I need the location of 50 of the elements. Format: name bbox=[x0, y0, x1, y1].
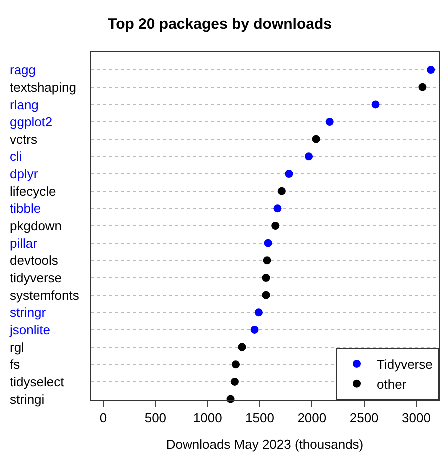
y-tick-label: rgl bbox=[10, 340, 25, 355]
y-tick-label: dplyr bbox=[10, 166, 39, 182]
x-tick-label: 500 bbox=[144, 410, 167, 426]
y-tick-label: systemfonts bbox=[10, 288, 80, 303]
y-tick-label: fs bbox=[10, 357, 21, 372]
y-tick-label: devtools bbox=[10, 253, 59, 268]
y-tick-label: ggplot2 bbox=[10, 114, 53, 130]
point bbox=[272, 222, 280, 230]
legend-label: other bbox=[377, 376, 408, 392]
point bbox=[263, 256, 272, 265]
y-tick-label: tibble bbox=[10, 201, 42, 216]
point bbox=[312, 135, 320, 144]
point bbox=[238, 343, 246, 352]
y-tick-label: stringi bbox=[10, 392, 45, 407]
x-tick-label: 2000 bbox=[298, 410, 327, 426]
chart-title: Top 20 packages by downloads bbox=[108, 16, 332, 34]
y-tick-label: jsonlite bbox=[9, 322, 50, 338]
x-tick-label: 1000 bbox=[193, 410, 222, 426]
point bbox=[427, 66, 436, 74]
y-tick-label: tidyverse bbox=[10, 270, 62, 286]
point bbox=[262, 274, 270, 282]
point bbox=[278, 187, 286, 196]
x-axis-title: Downloads May 2023 (thousands) bbox=[166, 437, 364, 452]
point bbox=[285, 170, 294, 178]
point bbox=[232, 360, 240, 369]
x-tick-label: 1500 bbox=[246, 410, 274, 426]
legend-label: Tidyverse bbox=[377, 357, 433, 372]
y-tick-label: pillar bbox=[10, 236, 38, 251]
y-tick-label: pkgdown bbox=[10, 218, 62, 234]
y-tick-label: stringr bbox=[10, 305, 47, 320]
y-tick-label: cli bbox=[10, 149, 22, 164]
point bbox=[250, 326, 259, 334]
x-tick-label: 2500 bbox=[350, 410, 379, 426]
y-tick-label: vctrs bbox=[10, 132, 38, 147]
point bbox=[262, 291, 270, 300]
y-tick-label: textshaping bbox=[10, 80, 76, 95]
point bbox=[418, 83, 427, 92]
point bbox=[264, 239, 272, 248]
point bbox=[274, 204, 282, 213]
point bbox=[372, 100, 380, 109]
x-tick-label: 3000 bbox=[402, 410, 431, 426]
y-tick-label: lifecycle bbox=[10, 184, 56, 199]
point bbox=[305, 152, 314, 161]
point bbox=[230, 378, 239, 386]
point bbox=[254, 308, 263, 317]
point bbox=[326, 118, 334, 126]
y-tick-label: ragg bbox=[10, 62, 36, 78]
y-tick-label: rlang bbox=[10, 97, 39, 112]
y-tick-label: tidyselect bbox=[10, 374, 65, 390]
x-tick-label: 0 bbox=[100, 410, 108, 426]
